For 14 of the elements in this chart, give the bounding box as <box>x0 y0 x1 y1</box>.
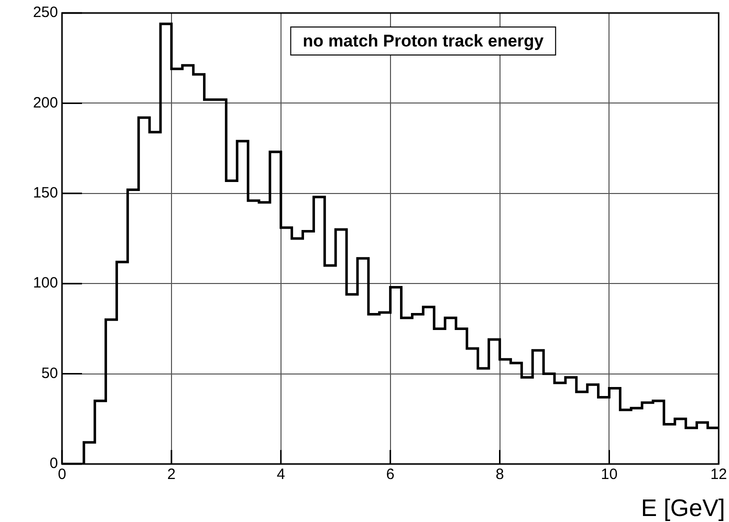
x-tick-label: 8 <box>496 466 504 484</box>
x-tick-label: 2 <box>167 466 176 484</box>
x-tick-label: 10 <box>600 466 618 484</box>
y-tick-label: 150 <box>32 184 58 202</box>
x-tick-label: 4 <box>276 466 286 484</box>
x-tick-label: 12 <box>710 466 727 484</box>
y-tick-label: 0 <box>50 455 58 472</box>
y-tick-label: 250 <box>32 4 58 22</box>
text: no match Proton track energy <box>302 32 544 51</box>
y-tick-label: 200 <box>32 94 58 112</box>
y-tick-label: 50 <box>41 364 58 382</box>
x-tick-label: 6 <box>386 466 394 484</box>
y-tick-label: 100 <box>32 274 58 292</box>
x-axis-title: E [GeV] <box>640 495 725 522</box>
